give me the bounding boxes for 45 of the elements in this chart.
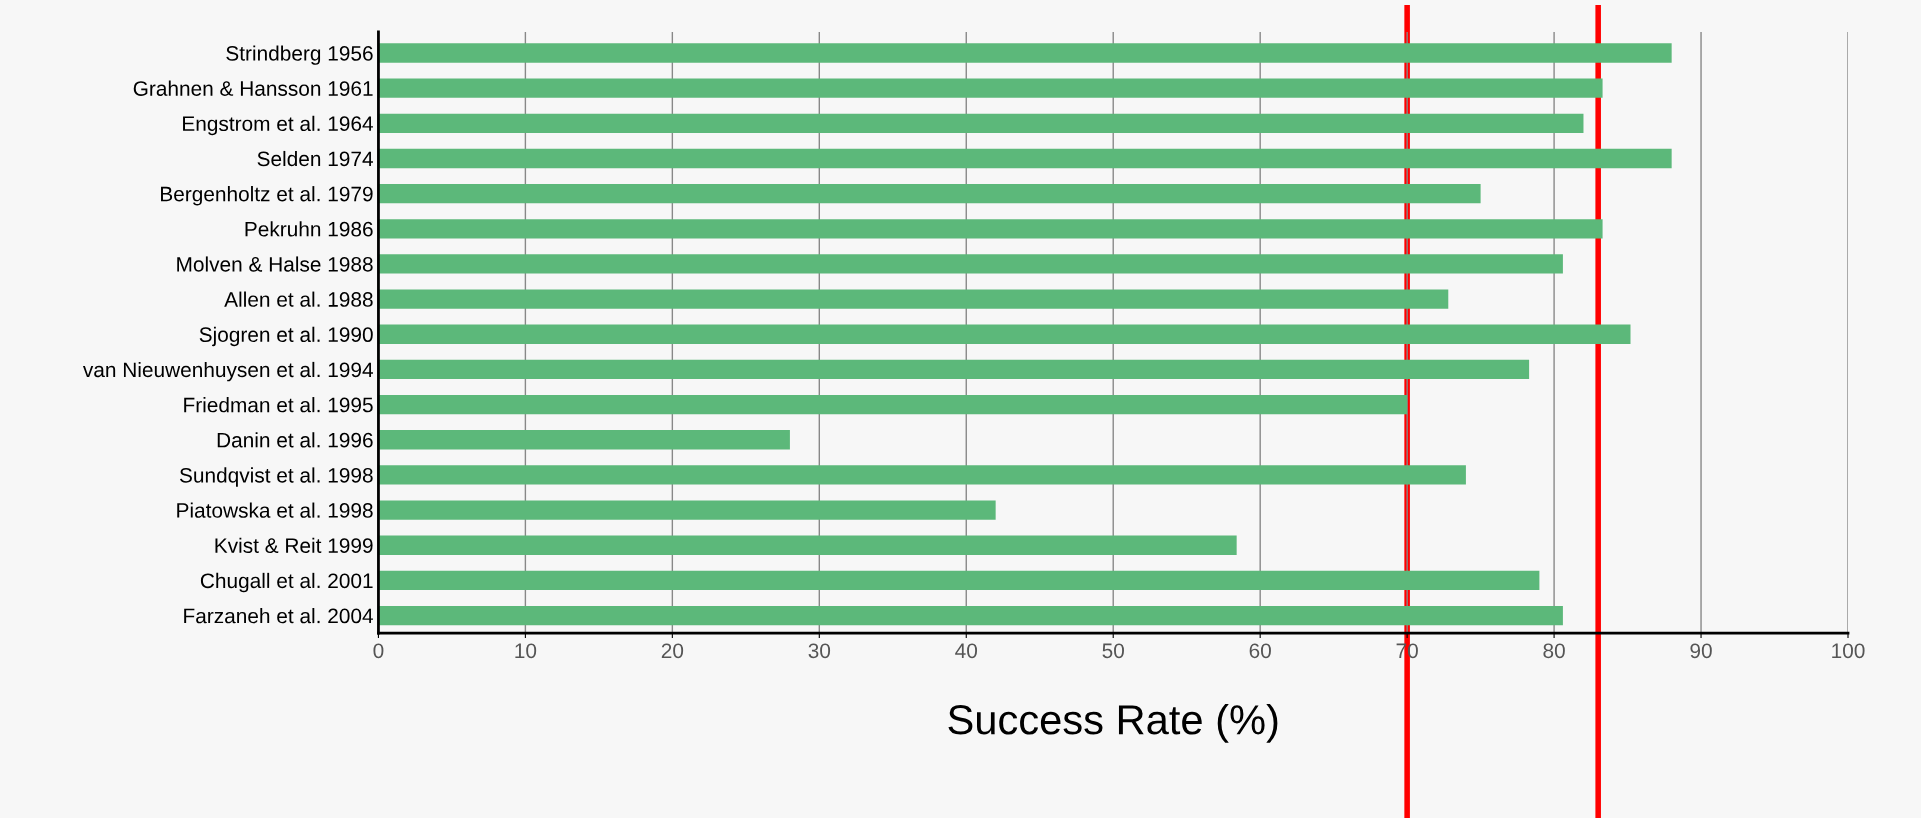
bar [378, 605, 1563, 626]
bar [378, 570, 1540, 591]
bar [378, 535, 1237, 555]
y-tick-label: Chugall et al. 2001 [200, 572, 373, 593]
y-tick-label: Strindberg 1956 [226, 45, 373, 65]
x-axis-title: Success Rate (%) [948, 703, 1278, 743]
x-tick-label: 60 [1249, 643, 1271, 659]
y-tick-label: Farzaneh et al. 2004 [184, 608, 373, 624]
y-tick-label: Selden 1974 [257, 150, 373, 167]
bar [378, 500, 996, 520]
y-tick-label: Molven & Halse 1988 [177, 256, 373, 272]
bar [378, 78, 1603, 98]
bar [378, 430, 790, 450]
bar [378, 394, 1408, 415]
y-tick-label: Piatowska et al. 1998 [177, 502, 373, 518]
bar [378, 148, 1672, 169]
x-tick-label: 40 [955, 643, 978, 659]
bar [378, 324, 1631, 344]
x-tick-label: 20 [661, 643, 684, 659]
bar [378, 113, 1584, 133]
y-tick-label: Pekruhn 1986 [245, 221, 373, 237]
y-tick-label: Bergenholtz et al. 1979 [161, 186, 373, 206]
x-tick-label: 0 [373, 643, 384, 659]
x-tick-label: 50 [1102, 643, 1124, 659]
y-tick-label: Kvist & Reit 1999 [215, 537, 373, 553]
bar [378, 465, 1466, 485]
y-tick-label: Friedman et al. 1995 [184, 397, 373, 413]
bar [378, 183, 1481, 204]
x-tick-label: 100 [1832, 643, 1865, 659]
x-tick-label: 30 [808, 643, 831, 659]
y-tick-label: Grahnen & Hansson 1961 [133, 80, 373, 96]
y-tick-label: van Nieuwenhuysen et al. 1994 [82, 361, 373, 382]
y-tick-label: Danin et al. 1996 [217, 432, 373, 448]
bar [378, 289, 1449, 309]
y-tick-label: Sjogren et al. 1990 [199, 326, 373, 347]
y-tick-label: Allen et al. 1988 [224, 291, 373, 307]
bar [378, 359, 1530, 380]
y-tick-label: Engstrom et al. 1964 [183, 115, 373, 136]
x-tick-label: 80 [1543, 643, 1565, 659]
bar [378, 254, 1563, 274]
bar [378, 43, 1672, 63]
x-tick-label: 10 [515, 643, 537, 659]
bar [378, 219, 1603, 239]
y-tick-label: Sundqvist et al. 1998 [179, 467, 373, 487]
x-tick-label: 90 [1690, 643, 1712, 659]
